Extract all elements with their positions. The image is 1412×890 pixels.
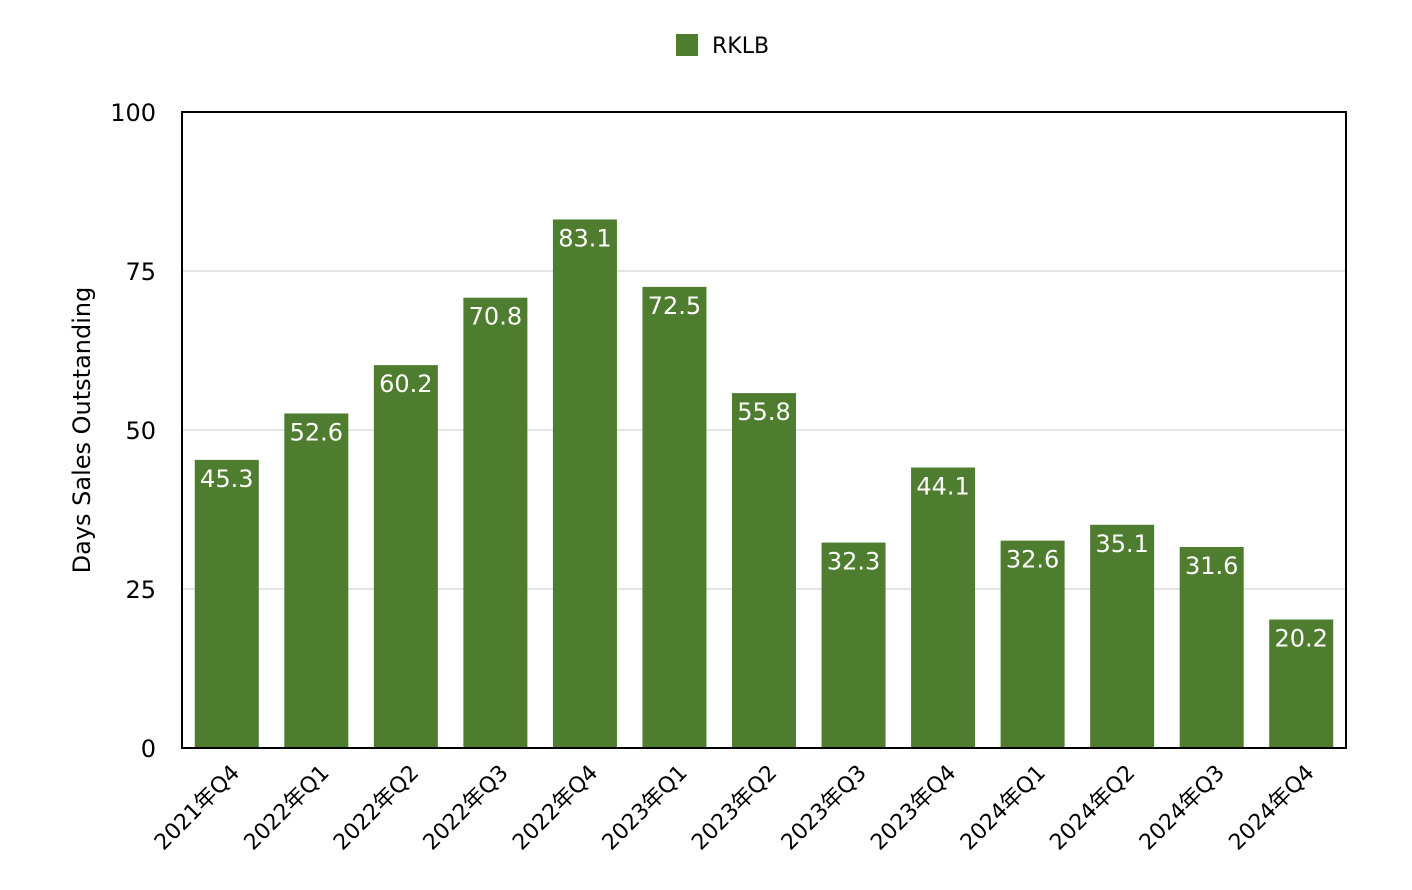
bar[interactable] — [373, 365, 438, 748]
data-label: 45.3 — [200, 465, 253, 493]
data-label: 83.1 — [558, 224, 611, 252]
data-label: 31.6 — [1185, 552, 1238, 580]
bar[interactable] — [463, 297, 528, 748]
bar[interactable] — [821, 542, 886, 748]
legend-label-rklb: RKLB — [712, 34, 769, 59]
x-tick-label: 2022年Q3 — [419, 761, 514, 856]
data-label: 60.2 — [379, 370, 432, 398]
bar[interactable] — [911, 467, 976, 748]
data-label: 44.1 — [916, 473, 969, 501]
bar[interactable] — [284, 413, 349, 748]
x-tick-label: 2023年Q3 — [777, 761, 872, 856]
bar[interactable] — [1269, 619, 1334, 748]
bar[interactable] — [732, 393, 796, 748]
y-axis-title: Days Sales Outstanding — [68, 287, 96, 574]
bar[interactable] — [194, 459, 259, 748]
y-tick-label: 100 — [110, 99, 156, 127]
x-tick-label: 2022年Q4 — [508, 761, 603, 856]
x-tick-label: 2022年Q2 — [329, 761, 424, 856]
x-tick-label: 2022年Q1 — [240, 761, 335, 856]
x-tick-label: 2021年Q4 — [150, 761, 245, 856]
y-tick-label: 25 — [125, 576, 156, 604]
y-tick-label: 50 — [125, 417, 156, 445]
data-label: 20.2 — [1275, 625, 1328, 653]
data-label: 55.8 — [737, 398, 790, 426]
x-tick-label: 2024年Q2 — [1045, 761, 1140, 856]
bar[interactable] — [1000, 540, 1065, 748]
bar[interactable] — [552, 219, 617, 748]
data-label: 52.6 — [290, 418, 343, 446]
y-axis-ticks: 0 25 50 75 100 — [110, 99, 156, 763]
data-label: 32.6 — [1006, 546, 1059, 574]
x-tick-label: 2024年Q1 — [956, 761, 1051, 856]
x-axis-ticks: 2021年Q42022年Q12022年Q22022年Q32022年Q42023年… — [150, 761, 1319, 856]
bar[interactable] — [1090, 524, 1155, 748]
x-tick-label: 2023年Q2 — [687, 761, 782, 856]
x-tick-label: 2023年Q1 — [598, 761, 693, 856]
x-tick-label: 2024年Q4 — [1225, 761, 1320, 856]
bar[interactable] — [1179, 547, 1244, 748]
data-label: 72.5 — [648, 292, 701, 320]
legend-swatch-rklb — [676, 34, 698, 56]
x-tick-label: 2023年Q4 — [866, 761, 961, 856]
data-labels: 45.3 52.6 60.2 70.8 83.1 72.5 55.8 32.3 44.1 32.6… — [200, 224, 1328, 652]
bar[interactable] — [642, 286, 707, 748]
bars — [194, 219, 1334, 748]
legend[interactable]: RKLB — [676, 34, 769, 59]
y-tick-label: 0 — [141, 735, 156, 763]
x-tick-label: 2024年Q3 — [1135, 761, 1230, 856]
data-label: 70.8 — [469, 303, 522, 331]
plot-frame — [181, 111, 1347, 749]
y-tick-label: 75 — [125, 258, 156, 286]
data-label: 35.1 — [1095, 530, 1148, 558]
data-label: 32.3 — [827, 548, 880, 576]
